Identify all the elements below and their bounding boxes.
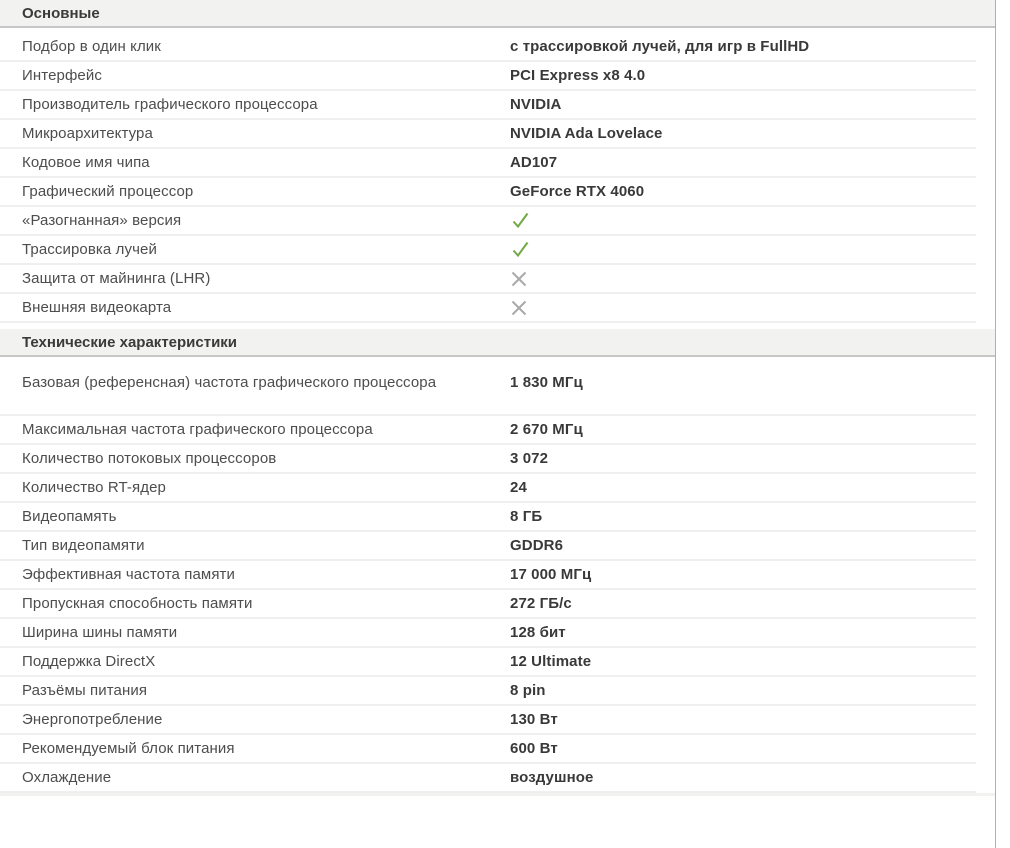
spec-label: Производитель графического процессора — [22, 96, 318, 113]
spec-label: Разъёмы питания — [22, 682, 148, 699]
spec-row: Микроархитектура NVIDIA Ada Lovelace — [0, 120, 976, 149]
spec-row: Видеопамять 8 ГБ — [0, 503, 976, 532]
spec-row: Внешняя видеокарта — [0, 294, 976, 323]
next-section-sliver — [0, 793, 995, 796]
spec-value: PCI Express x8 4.0 — [510, 67, 646, 84]
spec-label: Рекомендуемый блок питания — [22, 740, 235, 757]
spec-row: «Разогнанная» версия — [0, 207, 976, 236]
spec-row: Подбор в один клик с трассировкой лучей,… — [0, 33, 976, 62]
spec-label: Подбор в один клик — [22, 38, 161, 55]
spec-section: Технические характеристики Базовая (рефе… — [0, 329, 995, 793]
spec-row: Количество RT-ядер 24 — [0, 474, 976, 503]
spec-value: 8 pin — [510, 682, 546, 699]
spec-row: Трассировка лучей — [0, 236, 976, 265]
spec-label: Внешняя видеокарта — [22, 299, 172, 316]
section-title: Технические характеристики — [22, 333, 238, 351]
spec-row: Графический процессор GeForce RTX 4060 — [0, 178, 976, 207]
spec-row: Рекомендуемый блок питания 600 Вт — [0, 735, 976, 764]
spec-row: Охлаждение воздушное — [0, 764, 976, 793]
spec-value: 600 Вт — [510, 740, 558, 757]
spec-label: Охлаждение — [22, 769, 112, 786]
spec-value: 1 830 МГц — [510, 374, 583, 391]
section-title: Основные — [22, 4, 100, 22]
spec-label: Поддержка DirectX — [22, 653, 156, 670]
spec-value: 272 ГБ/с — [510, 595, 572, 612]
spec-label: Кодовое имя чипа — [22, 154, 150, 171]
spec-row: Пропускная способность памяти 272 ГБ/с — [0, 590, 976, 619]
check-icon — [510, 210, 531, 231]
spec-value: GDDR6 — [510, 537, 564, 554]
spec-value: 3 072 — [510, 450, 549, 467]
spec-value: с трассировкой лучей, для игр в FullHD — [510, 38, 810, 55]
spec-label: Трассировка лучей — [22, 241, 157, 258]
spec-row: Ширина шины памяти 128 бит — [0, 619, 976, 648]
section-header-1: Технические характеристики — [0, 329, 995, 357]
spec-value: воздушное — [510, 769, 594, 786]
spec-label: Количество потоковых процессоров — [22, 450, 277, 467]
spec-row: Разъёмы питания 8 pin — [0, 677, 976, 706]
cross-icon — [510, 270, 528, 288]
spec-row: Кодовое имя чипа AD107 — [0, 149, 976, 178]
spec-value: 128 бит — [510, 624, 566, 641]
spec-value: 8 ГБ — [510, 508, 543, 525]
spec-label: Графический процессор — [22, 183, 194, 200]
spec-label: Максимальная частота графического процес… — [22, 421, 373, 438]
spec-value: 24 — [510, 479, 527, 496]
spec-label: Видеопамять — [22, 508, 117, 525]
spec-label: Интерфейс — [22, 67, 102, 84]
spec-label: «Разогнанная» версия — [22, 212, 182, 229]
spec-label: Пропускная способность памяти — [22, 595, 253, 612]
spec-row: Защита от майнинга (LHR) — [0, 265, 976, 294]
spec-value: 12 Ultimate — [510, 653, 592, 670]
spec-row: Интерфейс PCI Express x8 4.0 — [0, 62, 976, 91]
spec-label: Базовая (референсная) частота графическо… — [22, 374, 437, 391]
spec-value: GeForce RTX 4060 — [510, 183, 645, 200]
section-rows: Подбор в один клик с трассировкой лучей,… — [0, 33, 995, 323]
spec-section: Основные Подбор в один клик с трассировк… — [0, 0, 995, 323]
spec-row: Производитель графического процессора NV… — [0, 91, 976, 120]
spec-label: Защита от майнинга (LHR) — [22, 270, 211, 287]
spec-row: Энергопотребление 130 Вт — [0, 706, 976, 735]
spec-row: Количество потоковых процессоров 3 072 — [0, 445, 976, 474]
section-rows: Базовая (референсная) частота графическо… — [0, 357, 995, 793]
spec-row: Тип видеопамяти GDDR6 — [0, 532, 976, 561]
spec-row: Базовая (референсная) частота графическо… — [0, 357, 976, 416]
spec-value — [510, 299, 528, 317]
sections-root: Основные Подбор в один клик с трассировк… — [0, 0, 995, 793]
spec-row: Максимальная частота графического процес… — [0, 416, 976, 445]
spec-value: 17 000 МГц — [510, 566, 592, 583]
spec-value: NVIDIA — [510, 96, 562, 113]
spec-label: Эффективная частота памяти — [22, 566, 236, 583]
cross-icon — [510, 299, 528, 317]
check-icon — [510, 239, 531, 260]
spec-label: Ширина шины памяти — [22, 624, 178, 641]
spec-value: 2 670 МГц — [510, 421, 583, 438]
spec-value: AD107 — [510, 154, 558, 171]
spec-row: Поддержка DirectX 12 Ultimate — [0, 648, 976, 677]
spec-value: NVIDIA Ada Lovelace — [510, 125, 663, 142]
spec-value — [510, 239, 531, 260]
spec-row: Эффективная частота памяти 17 000 МГц — [0, 561, 976, 590]
spec-value: 130 Вт — [510, 711, 558, 728]
spec-value — [510, 210, 531, 231]
spec-label: Тип видеопамяти — [22, 537, 145, 554]
spec-label: Количество RT-ядер — [22, 479, 166, 496]
spec-value — [510, 270, 528, 288]
section-header-0: Основные — [0, 0, 995, 28]
spec-label: Микроархитектура — [22, 125, 153, 142]
spec-label: Энергопотребление — [22, 711, 163, 728]
